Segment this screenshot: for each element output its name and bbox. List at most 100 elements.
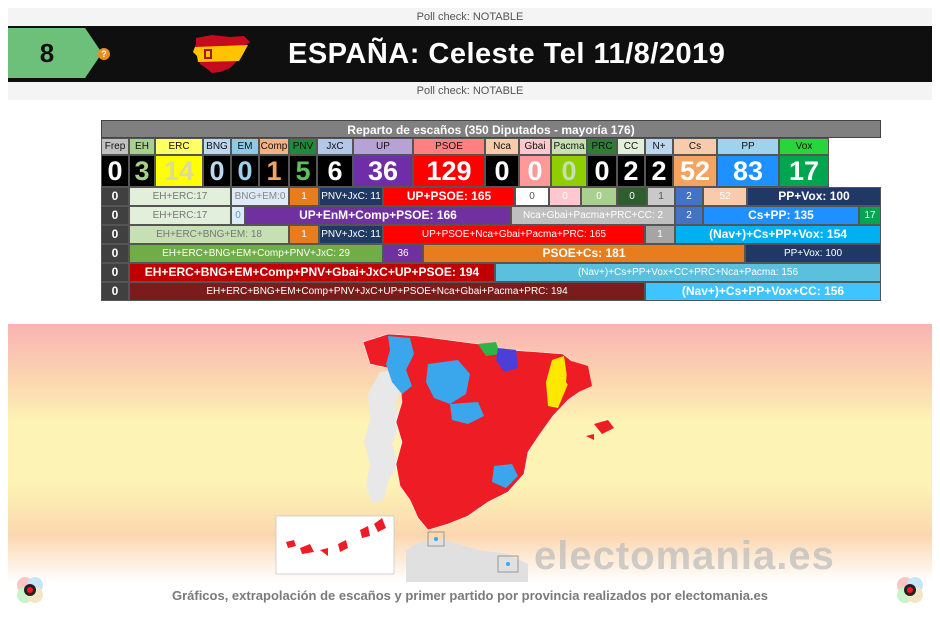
coalition-cell: EH+ERC+BNG+EM+Comp+PNV+JxC: 29 bbox=[129, 244, 383, 263]
pp-murcia bbox=[492, 464, 518, 488]
coalition-row: 0 EH+ERC+BNG+EM+Comp+PNV+JxC+UP+PSOE+Nca+… bbox=[101, 282, 881, 301]
coalition-cell: 0 bbox=[101, 225, 129, 244]
coalition-cell: 1 bbox=[647, 187, 675, 206]
party-label-frep: Frep bbox=[101, 138, 129, 155]
nca-navarra bbox=[496, 348, 518, 372]
coalition-cell: 2 bbox=[675, 206, 703, 225]
coalition-row: 0 EH+ERC:17 0 UP+EnM+Comp+PSOE: 166 Nca+Gbai… bbox=[101, 206, 881, 225]
coalition-cell: Nca+Gbai+Pacma+PRC+CC: 2 bbox=[511, 206, 675, 225]
coalition-cell: 0 bbox=[101, 187, 129, 206]
party-label-up: UP bbox=[353, 138, 413, 155]
party-label-cc: CC bbox=[617, 138, 645, 155]
seat-count-cc: 2 bbox=[617, 155, 645, 187]
party-label-bng: BNG bbox=[203, 138, 231, 155]
seat-count-psoe: 129 bbox=[413, 155, 485, 187]
party-label-n: N+ bbox=[645, 138, 673, 155]
coalition-cell: PNV+JxC: 11 bbox=[319, 225, 383, 244]
coalition-cell: 17 bbox=[859, 206, 881, 225]
party-header-row: Frep EH ERC BNG EM Comp PNV JxC UP PSOE Nca Gbai Pac… bbox=[101, 138, 881, 155]
coalition-cell: 0 bbox=[581, 187, 617, 206]
coalition-cell: 0 bbox=[549, 187, 581, 206]
coalition-cell: EH+ERC:17 bbox=[129, 206, 231, 225]
party-label-comp: Comp bbox=[259, 138, 289, 155]
seat-count-vox: 17 bbox=[779, 155, 829, 187]
seat-count-em: 0 bbox=[231, 155, 259, 187]
seat-count-n: 2 bbox=[645, 155, 673, 187]
table-caption: Reparto de escaños (350 Diputados - mayo… bbox=[101, 120, 881, 138]
coalition-cell: PNV+JxC: 11 bbox=[319, 187, 383, 206]
seat-count-prc: 0 bbox=[587, 155, 617, 187]
coalition-cell: UP+PSOE: 165 bbox=[383, 187, 515, 206]
coalition-cell: 0 bbox=[617, 187, 647, 206]
map-area: electomania.es bbox=[8, 324, 932, 582]
coalition-cell: 0 bbox=[101, 244, 129, 263]
rank-badge: 8 bbox=[8, 28, 102, 78]
seat-count-frep: 0 bbox=[101, 155, 129, 187]
seat-count-row: 0 3 14 0 0 1 5 6 36 129 0 0 0 0 2 2 52 83 17 bbox=[101, 155, 881, 187]
coalition-rows: 0 EH+ERC:17 BNG+EM:0 1 PNV+JxC: 11 UP+PSOE: 1… bbox=[101, 187, 881, 301]
title-bar bbox=[8, 26, 932, 82]
seat-count-pp: 83 bbox=[717, 155, 779, 187]
coalition-cell: (Nav+)+Cs+PP+Vox+CC: 156 bbox=[645, 282, 881, 301]
portugal-shape bbox=[364, 370, 402, 504]
psoe-east bbox=[566, 360, 592, 394]
seat-count-comp: 1 bbox=[259, 155, 289, 187]
seat-distribution-table: Reparto de escaños (350 Diputados - mayo… bbox=[101, 120, 881, 301]
coalition-cell: EH+ERC:17 bbox=[129, 187, 231, 206]
coalition-cell: 1 bbox=[289, 225, 319, 244]
coalition-cell: 0 bbox=[101, 206, 129, 225]
coalition-cell: EH+ERC+BNG+EM+Comp+PNV+JxC+UP+PSOE+Nca+G… bbox=[129, 282, 645, 301]
watermark: electomania.es bbox=[534, 534, 835, 578]
seat-count-pacma: 0 bbox=[551, 155, 587, 187]
africa-shape bbox=[406, 538, 528, 582]
coalition-cell: 52 bbox=[703, 187, 747, 206]
results-map bbox=[8, 324, 932, 582]
seat-count-gbai: 0 bbox=[519, 155, 551, 187]
seat-count-eh: 3 bbox=[129, 155, 155, 187]
canary-islands bbox=[286, 518, 386, 556]
coalition-row: 0 EH+ERC+BNG+EM+Comp+PNV+JxC: 29 36 PSOE+Cs… bbox=[101, 244, 881, 263]
coalition-cell: 0 bbox=[515, 187, 549, 206]
coalition-cell: 36 bbox=[383, 244, 423, 263]
party-label-jxc: JxC bbox=[317, 138, 353, 155]
spain-flag-map-icon bbox=[193, 35, 250, 73]
coalition-cell: UP+EnM+Comp+PSOE: 166 bbox=[245, 206, 511, 225]
coalition-cell: 1 bbox=[289, 187, 319, 206]
coalition-cell: BNG+EM:0 bbox=[231, 187, 289, 206]
help-icon[interactable]: ? bbox=[98, 48, 110, 60]
poll-check-top: Poll check: NOTABLE bbox=[8, 8, 932, 26]
party-label-psoe: PSOE bbox=[413, 138, 485, 155]
coalition-cell: UP+PSOE+Nca+Gbai+Pacma+PRC: 165 bbox=[383, 225, 645, 244]
seat-count-cs: 52 bbox=[673, 155, 717, 187]
coalition-row: 0 EH+ERC:17 BNG+EM:0 1 PNV+JxC: 11 UP+PSOE: 1… bbox=[101, 187, 881, 206]
coalition-cell: 0 bbox=[101, 263, 129, 282]
party-label-nca: Nca bbox=[485, 138, 519, 155]
party-label-cs: Cs bbox=[673, 138, 717, 155]
party-label-pp: PP bbox=[717, 138, 779, 155]
coalition-cell: PP+Vox: 100 bbox=[747, 187, 881, 206]
party-label-pnv: PNV bbox=[289, 138, 317, 155]
coalition-cell: PP+Vox: 100 bbox=[745, 244, 881, 263]
party-label-eh: EH bbox=[129, 138, 155, 155]
coalition-cell: (Nav+)+Cs+PP+Vox: 154 bbox=[675, 225, 881, 244]
party-label-erc: ERC bbox=[155, 138, 203, 155]
party-label-prc: PRC bbox=[587, 138, 617, 155]
coalition-cell: 0 bbox=[101, 282, 129, 301]
pp-northwest bbox=[386, 336, 414, 394]
electomania-logo-icon bbox=[17, 577, 43, 603]
melilla-box bbox=[497, 555, 519, 573]
seat-count-bng: 0 bbox=[203, 155, 231, 187]
coalition-cell: (Nav+)+Cs+PP+Vox+CC+PRC+Nca+Pacma: 156 bbox=[495, 263, 881, 282]
coalition-cell: EH+ERC+BNG+EM: 18 bbox=[129, 225, 289, 244]
pp-castilla bbox=[426, 360, 470, 404]
coalition-row: 0 EH+ERC+BNG+EM+Comp+PNV+Gbai+JxC+UP+PSOE… bbox=[101, 263, 881, 282]
party-label-vox: Vox bbox=[779, 138, 829, 155]
party-label-pacma: Pacma bbox=[551, 138, 587, 155]
seat-count-nca: 0 bbox=[485, 155, 519, 187]
party-label-em: EM bbox=[231, 138, 259, 155]
coalition-cell: EH+ERC+BNG+EM+Comp+PNV+Gbai+JxC+UP+PSOE:… bbox=[129, 263, 495, 282]
pnv-basque bbox=[478, 342, 500, 356]
page-title: ESPAÑA: Celeste Tel 11/8/2019 bbox=[288, 38, 726, 70]
ceuta-box bbox=[427, 531, 445, 547]
coalition-cell: Cs+PP: 135 bbox=[703, 206, 859, 225]
